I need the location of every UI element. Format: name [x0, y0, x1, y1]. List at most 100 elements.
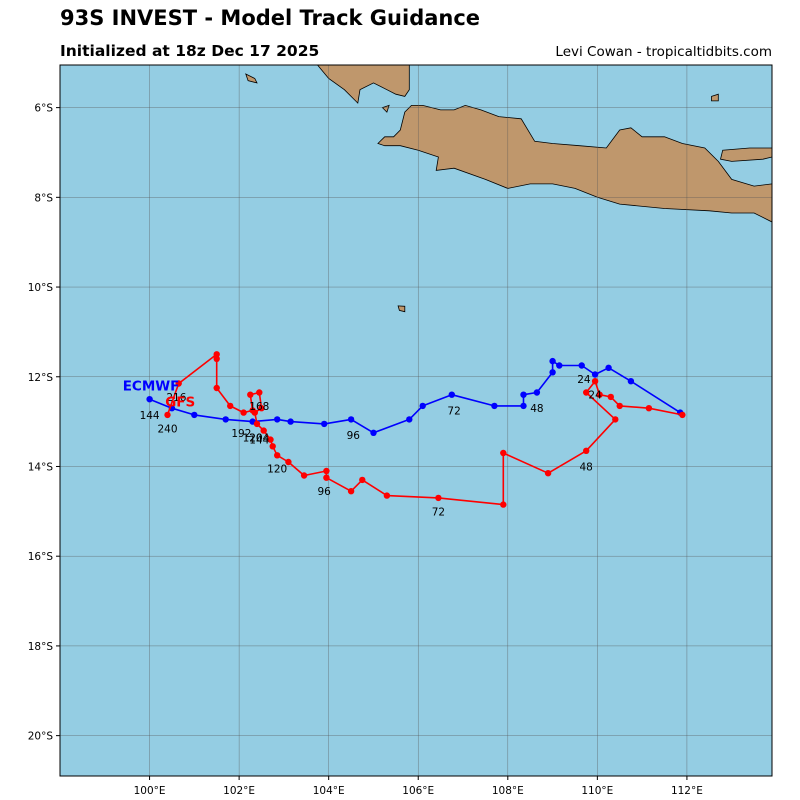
gfs-track-point: [347, 488, 355, 495]
ecmwf-track-point: [520, 391, 527, 398]
ecmwf-track-point: [549, 369, 556, 376]
ecmwf-track-point: [627, 378, 635, 385]
ecmwf-track-point: [591, 371, 599, 378]
gfs-track-point: [300, 472, 308, 479]
ecmwf-hour-label: 144: [140, 410, 160, 422]
land-sumatra-tip: [316, 65, 410, 104]
ecmwf-track-point: [406, 416, 413, 423]
gfs-track-point: [500, 501, 507, 508]
gfs-track-point: [213, 384, 220, 392]
gfs-track-point: [285, 458, 292, 466]
gfs-hour-label: 216: [166, 392, 186, 404]
gfs-hour-label: 120: [267, 464, 287, 476]
ecmwf-hour-label: 24: [577, 374, 591, 386]
gfs-track-point: [612, 416, 619, 423]
gfs-track-point: [383, 492, 391, 499]
credit-text: Levi Cowan - tropicaltidbits.com: [555, 44, 772, 60]
gfs-track-point: [500, 449, 507, 457]
init-time: Initialized at 18z Dec 17 2025: [60, 42, 320, 60]
gfs-track-point: [267, 436, 274, 443]
lon-tick-label: 106°E: [402, 785, 434, 797]
gfs-track-point: [260, 427, 267, 434]
ecmwf-track-point: [222, 416, 229, 423]
gfs-track-point: [435, 494, 442, 502]
ecmwf-track-point: [491, 402, 498, 410]
land-bawean: [711, 93, 719, 102]
lat-tick-label: 6°S: [34, 103, 53, 115]
ecmwf-track-point: [370, 429, 377, 436]
chart-title: 93S INVEST - Model Track Guidance: [60, 6, 481, 30]
gfs-hour-label: 144: [249, 435, 269, 447]
gfs-track-point: [591, 378, 599, 385]
ecmwf-track-point: [533, 389, 541, 396]
ecmwf-track-point: [520, 402, 527, 410]
ecmwf-track-point: [448, 391, 455, 398]
ecmwf-track-point: [419, 402, 426, 410]
ecmwf-track-point: [605, 364, 612, 371]
gfs-track-point: [249, 407, 256, 414]
gfs-track-point: [679, 411, 686, 419]
gfs-hour-label: 204: [249, 432, 269, 444]
gfs-hour-label: 168: [249, 401, 269, 413]
gfs-track-point: [323, 467, 330, 475]
gfs-track-point: [616, 402, 623, 410]
ecmwf-track-point: [287, 418, 294, 425]
gfs-track-point: [583, 447, 590, 454]
land-sebesi: [381, 104, 390, 113]
ecmwf-track-point: [549, 357, 556, 365]
gfs-track-point: [323, 474, 330, 481]
lat-tick-label: 20°S: [28, 731, 54, 743]
ecmwf-track-point: [146, 396, 153, 403]
gfs-track-point: [227, 402, 234, 410]
gfs-model-label: GFS: [165, 394, 195, 410]
ecmwf-hour-label: 72: [447, 405, 460, 417]
gfs-track-point: [240, 409, 247, 416]
gfs-hour-label: 96: [318, 486, 332, 498]
lat-tick-label: 8°S: [34, 192, 53, 204]
gfs-track-point: [607, 393, 614, 401]
lon-tick-label: 102°E: [223, 785, 255, 797]
gfs-track-point: [596, 391, 603, 398]
lat-tick-label: 14°S: [28, 461, 54, 473]
ecmwf-track-point: [191, 411, 198, 419]
ecmwf-hour-label: 48: [530, 403, 543, 415]
gfs-track-point: [175, 380, 182, 387]
gfs-track-point: [274, 452, 281, 459]
lat-tick-label: 10°S: [28, 282, 54, 294]
lon-tick-label: 108°E: [492, 785, 524, 797]
lon-tick-label: 110°E: [581, 785, 613, 797]
gfs-hour-label: 48: [580, 462, 593, 474]
axis-ticks: 100°E 102°E 104°E 106°E 108°E 110°E 112°E 6°S 8°…: [28, 103, 703, 797]
gfs-track-point: [645, 405, 653, 412]
tracks-layer: [146, 351, 686, 508]
gfs-track-point: [359, 476, 366, 484]
ecmwf-hour-label: 120: [243, 432, 263, 444]
land-java: [377, 104, 772, 223]
lon-tick-label: 112°E: [671, 785, 703, 797]
gfs-track-point: [213, 355, 220, 362]
ecmwf-track-point: [274, 416, 281, 423]
lat-tick-label: 18°S: [28, 641, 54, 653]
gfs-track-point: [213, 351, 220, 358]
gfs-track-point: [583, 389, 590, 396]
land-christmas-island: [397, 305, 406, 313]
labels-layer: 24487296120144ECMWF244872961201441681922…: [123, 374, 602, 518]
ecmwf-track-point: [321, 420, 328, 428]
grid-layer: [60, 65, 772, 776]
ecmwf-track-point: [578, 362, 585, 369]
gfs-hour-label: 240: [157, 423, 177, 435]
ecmwf-hour-label: 96: [347, 430, 361, 442]
lat-tick-label: 16°S: [28, 551, 54, 563]
lon-tick-label: 100°E: [134, 785, 166, 797]
land-enggano: [245, 73, 258, 84]
lat-tick-label: 12°S: [28, 372, 54, 384]
ecmwf-model-label: ECMWF: [123, 379, 180, 395]
gfs-track-point: [164, 411, 171, 419]
gfs-track-point: [258, 405, 265, 412]
lon-tick-label: 104°E: [313, 785, 345, 797]
land-layer: [245, 65, 772, 313]
gfs-hour-label: 72: [432, 506, 445, 518]
gfs-track-point: [253, 420, 261, 428]
gfs-track-point: [256, 389, 263, 396]
